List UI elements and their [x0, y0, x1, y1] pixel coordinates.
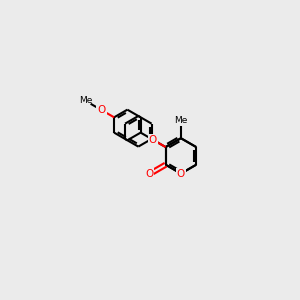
- Text: O: O: [177, 169, 185, 178]
- Text: O: O: [97, 105, 106, 115]
- Text: Me: Me: [174, 116, 188, 125]
- Text: O: O: [145, 169, 153, 179]
- Text: Me: Me: [79, 96, 92, 105]
- Text: O: O: [149, 135, 157, 145]
